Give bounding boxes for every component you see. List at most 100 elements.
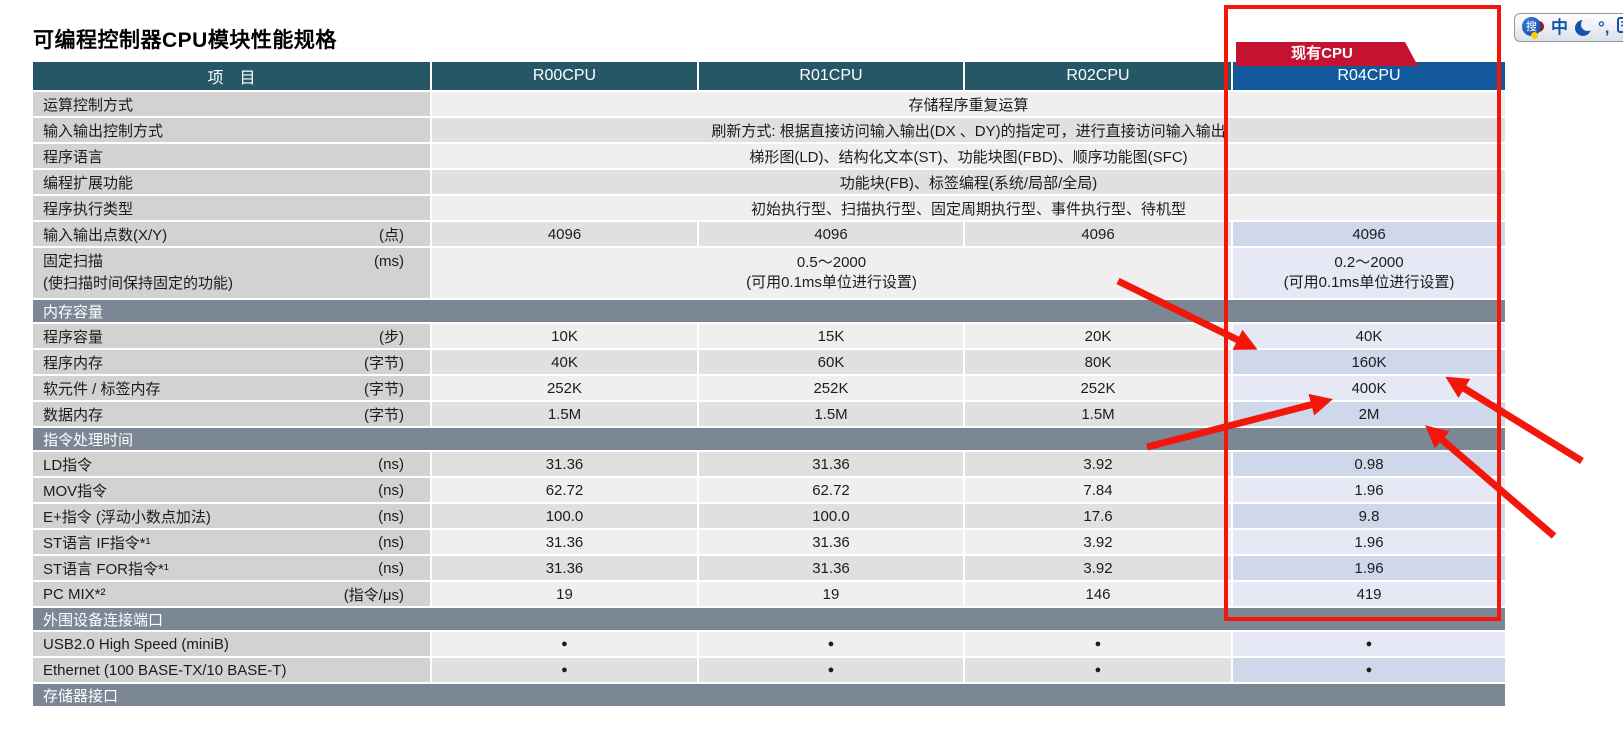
column-header-r01cpu: R01CPU <box>699 62 963 90</box>
row-label: 程序容量 (步) <box>33 324 430 348</box>
table-cell-r04: 160K <box>1233 350 1505 374</box>
column-header-item: 项 目 <box>33 62 430 90</box>
table-cell: 初始执行型、扫描执行型、固定周期执行型、事件执行型、待机型 <box>432 196 1505 220</box>
table-cell: 252K <box>699 376 963 400</box>
row-label: 程序内存 (字节) <box>33 350 430 374</box>
row-label: 程序语言 <box>33 144 430 168</box>
supported-dot: ● <box>432 632 697 656</box>
keyboard-icon[interactable] <box>1616 17 1623 38</box>
table-cell: 252K <box>432 376 697 400</box>
supported-dot-r04: ● <box>1233 632 1505 656</box>
column-header-r00cpu: R00CPU <box>432 62 697 90</box>
table-cell-r04: 0.98 <box>1233 452 1505 476</box>
table-cell: 62.72 <box>432 478 697 502</box>
table-cell: 4096 <box>965 222 1231 246</box>
unit-label: (指令/μs) <box>343 586 404 604</box>
table-cell: 1.5M <box>965 402 1231 426</box>
unit-label: (ns) <box>378 559 404 577</box>
table-cell: 31.36 <box>432 452 697 476</box>
table-cell: 80K <box>965 350 1231 374</box>
row-label: USB2.0 High Speed (miniB) <box>33 632 430 656</box>
table-cell-r04: 0.2～2000 (可用0.1ms单位进行设置) <box>1233 248 1505 298</box>
supported-dot-r04: ● <box>1233 658 1505 682</box>
supported-dot: ● <box>965 632 1231 656</box>
table-cell: 功能块(FB)、标签编程(系统/局部/全局) <box>432 170 1505 194</box>
row-label: ST语言 IF指令*¹ (ns) <box>33 530 430 554</box>
table-cell: 31.36 <box>699 530 963 554</box>
sogou-input-icon[interactable]: 搜 <box>1522 16 1544 39</box>
moon-icon[interactable] <box>1575 17 1594 36</box>
supported-dot: ● <box>699 658 963 682</box>
row-label: MOV指令 (ns) <box>33 478 430 502</box>
row-label: PC MIX*² (指令/μs) <box>33 582 430 606</box>
page-title: 可编程控制器CPU模块性能规格 <box>33 29 337 52</box>
table-cell-r04: 1.96 <box>1233 478 1505 502</box>
table-cell: 60K <box>699 350 963 374</box>
row-label: 固定扫描 (ms) (使扫描时间保持固定的功能) <box>33 248 430 298</box>
unit-label: (ms) <box>374 253 404 271</box>
unit-label: (ns) <box>378 481 404 499</box>
column-header-r02cpu: R02CPU <box>965 62 1231 90</box>
unit-label: (ns) <box>378 507 404 525</box>
row-label: 运算控制方式 <box>33 92 430 116</box>
table-cell: 100.0 <box>432 504 697 528</box>
table-cell: 4096 <box>699 222 963 246</box>
ime-language-bar: 搜 中 °, <box>1514 13 1623 42</box>
row-label: 程序执行类型 <box>33 196 430 220</box>
supported-dot: ● <box>699 632 963 656</box>
table-cell: 0.5～2000 (可用0.1ms单位进行设置) <box>432 248 1231 298</box>
section-header-instruction-time: 指令处理时间 <box>33 428 1505 450</box>
cpu-spec-table: 项 目 R00CPU R01CPU R02CPU R04CPU 运算控制方式 存… <box>33 62 1505 706</box>
table-cell: 31.36 <box>432 556 697 580</box>
table-cell: 19 <box>699 582 963 606</box>
row-label: Ethernet (100 BASE-TX/10 BASE-T) <box>33 658 430 682</box>
table-cell-r04: 419 <box>1233 582 1505 606</box>
table-cell: 17.6 <box>965 504 1231 528</box>
section-header-memory-interface: 存储器接口 <box>33 684 1505 706</box>
column-header-r04cpu: R04CPU <box>1233 62 1505 90</box>
row-sublabel: (使扫描时间保持固定的功能) <box>43 275 233 292</box>
unit-label: (ns) <box>378 455 404 473</box>
row-label: 软元件 / 标签内存 (字节) <box>33 376 430 400</box>
table-cell: 62.72 <box>699 478 963 502</box>
table-cell: 存储程序重复运算 <box>432 92 1505 116</box>
table-cell: 100.0 <box>699 504 963 528</box>
table-cell: 31.36 <box>699 556 963 580</box>
unit-label: (点) <box>379 226 404 244</box>
supported-dot: ● <box>432 658 697 682</box>
table-cell: 31.36 <box>699 452 963 476</box>
table-cell: 31.36 <box>432 530 697 554</box>
section-header-peripheral-ports: 外围设备连接端口 <box>33 608 1505 630</box>
unit-label: (步) <box>379 328 404 346</box>
table-cell: 3.92 <box>965 556 1231 580</box>
table-cell: 252K <box>965 376 1231 400</box>
row-label: 编程扩展功能 <box>33 170 430 194</box>
table-cell: 19 <box>432 582 697 606</box>
chinese-mode-icon[interactable]: 中 <box>1551 18 1568 37</box>
table-cell: 3.92 <box>965 530 1231 554</box>
table-cell: 15K <box>699 324 963 348</box>
punctuation-mode-icon[interactable]: °, <box>1598 18 1610 37</box>
row-label: 输入输出控制方式 <box>33 118 430 142</box>
unit-label: (ns) <box>378 533 404 551</box>
table-cell-r04: 1.96 <box>1233 530 1505 554</box>
table-cell: 1.5M <box>699 402 963 426</box>
row-label: ST语言 FOR指令*¹ (ns) <box>33 556 430 580</box>
current-cpu-banner: 现有CPU <box>1236 42 1418 66</box>
table-cell-r04: 4096 <box>1233 222 1505 246</box>
row-label: 输入输出点数(X/Y) (点) <box>33 222 430 246</box>
row-label: 数据内存 (字节) <box>33 402 430 426</box>
section-header-memory: 内存容量 <box>33 300 1505 322</box>
table-cell: 40K <box>432 350 697 374</box>
supported-dot: ● <box>965 658 1231 682</box>
table-cell-r04: 2M <box>1233 402 1505 426</box>
table-cell: 20K <box>965 324 1231 348</box>
table-cell: 4096 <box>432 222 697 246</box>
unit-label: (字节) <box>364 354 404 372</box>
table-cell: 1.5M <box>432 402 697 426</box>
row-label: E+指令 (浮动小数点加法) (ns) <box>33 504 430 528</box>
table-cell: 3.92 <box>965 452 1231 476</box>
table-cell: 10K <box>432 324 697 348</box>
table-cell: 梯形图(LD)、结构化文本(ST)、功能块图(FBD)、顺序功能图(SFC) <box>432 144 1505 168</box>
